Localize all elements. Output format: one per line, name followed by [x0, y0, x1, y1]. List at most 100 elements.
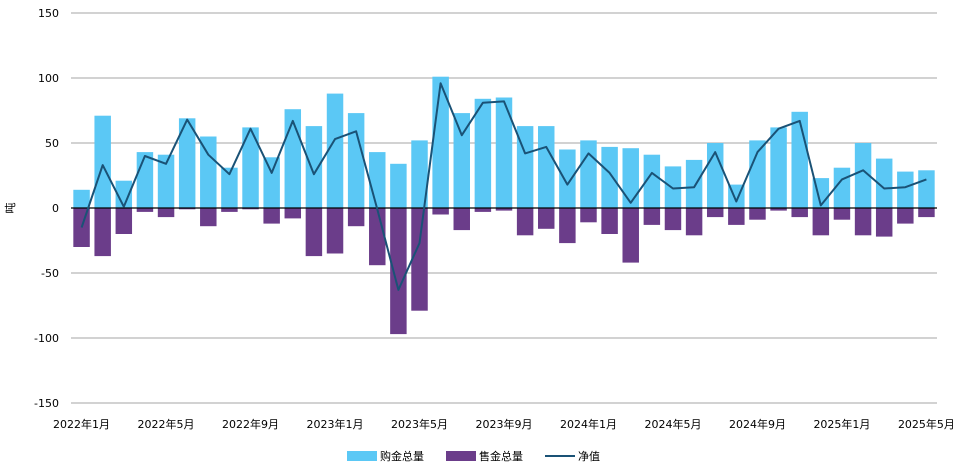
sell-bar — [812, 208, 830, 236]
sell-bar — [918, 208, 935, 218]
sell-bar — [538, 208, 555, 229]
buy-bar — [200, 136, 217, 208]
y-tick-label: 0 — [52, 202, 59, 215]
sell-bar — [94, 208, 111, 257]
sell-bar — [73, 208, 90, 247]
sell-bar — [495, 208, 513, 211]
buy-bar — [453, 113, 470, 208]
legend-label: 售金总量 — [479, 449, 523, 463]
buy-bar — [516, 126, 534, 208]
y-axis-label: 吨 — [4, 203, 17, 214]
sell-bar — [875, 208, 893, 237]
sell-bar — [770, 208, 787, 211]
legend-swatch — [347, 451, 377, 461]
buy-bar — [390, 163, 407, 208]
x-tick-label: 2022年5月 — [138, 417, 195, 431]
sell-bar — [453, 208, 470, 231]
legend-swatch — [446, 451, 476, 461]
legend: 购金总量 售金总量 净值 — [347, 449, 600, 463]
buy-bar — [474, 98, 492, 208]
legend-label: 净值 — [578, 449, 600, 463]
buy-bar — [875, 158, 893, 208]
x-tick-label: 2024年1月 — [560, 417, 617, 431]
buy-bar — [157, 154, 175, 208]
sell-bar — [580, 208, 597, 223]
x-tick-label: 2023年1月 — [307, 417, 364, 431]
y-tick-label: 50 — [45, 137, 59, 150]
buy-bar — [559, 149, 576, 208]
sell-bar — [516, 208, 534, 236]
sell-bar — [369, 208, 386, 266]
buy-bar — [242, 127, 259, 208]
buy-bar — [221, 167, 238, 208]
sell-bar — [390, 208, 407, 335]
sell-bar — [474, 208, 492, 212]
sell-bar — [897, 208, 914, 224]
sell-bar — [136, 208, 154, 212]
bar-series-2 — [73, 208, 935, 335]
y-tick-label: -100 — [34, 332, 59, 345]
sell-bar — [664, 208, 682, 231]
buy-bar — [791, 111, 808, 208]
sell-bar — [305, 208, 323, 257]
sell-bar — [411, 208, 428, 311]
sell-bar — [601, 208, 618, 234]
sell-bar — [157, 208, 175, 218]
x-tick-label: 2023年5月 — [391, 417, 448, 431]
y-tick-label: 100 — [38, 72, 59, 85]
x-tick-label: 2022年1月 — [53, 417, 110, 431]
sell-bar — [833, 208, 851, 220]
sell-bar — [622, 208, 639, 263]
buy-bar — [347, 113, 365, 208]
buy-bar — [538, 126, 555, 208]
sell-bar — [559, 208, 576, 244]
x-tick-label: 2024年5月 — [644, 417, 701, 431]
buy-bar — [284, 109, 302, 208]
buy-bar — [305, 126, 323, 208]
x-tick-label: 2025年1月 — [813, 417, 870, 431]
sell-bar — [854, 208, 872, 236]
y-tick-label: -150 — [34, 397, 59, 410]
buy-bar — [115, 180, 133, 208]
sell-bar — [706, 208, 724, 218]
buy-bar — [664, 166, 682, 208]
buy-bar — [369, 152, 386, 208]
sell-bar — [432, 208, 449, 215]
buy-bar — [601, 146, 618, 208]
sell-bar — [115, 208, 133, 234]
legend-label: 购金总量 — [380, 449, 424, 463]
net-value-line — [80, 82, 927, 291]
buy-bar — [263, 157, 280, 208]
buy-bar — [854, 143, 872, 208]
buy-bar — [622, 148, 639, 208]
x-tick-label: 2025年5月 — [898, 417, 955, 431]
sell-bar — [749, 208, 766, 220]
buy-bar — [770, 127, 787, 208]
x-tick-label: 2022年9月 — [222, 417, 279, 431]
buy-bar — [73, 189, 90, 208]
sell-bar — [791, 208, 808, 218]
buy-bar — [326, 93, 344, 208]
sell-bar — [643, 208, 661, 225]
buy-bar — [178, 118, 196, 208]
x-tick-label: 2023年9月 — [476, 417, 533, 431]
buy-bar — [580, 140, 597, 208]
buy-bar — [94, 115, 111, 208]
buy-bar — [918, 170, 935, 208]
x-tick-labels: 2022年1月 2022年5月 2022年9月 2023年1月 2023年5月 2023年… — [53, 417, 955, 431]
y-tick-label: -50 — [41, 267, 59, 280]
buy-bar — [136, 152, 154, 208]
buy-bar — [897, 171, 914, 208]
y-tick-label: 150 — [38, 7, 59, 20]
sell-bar — [326, 208, 344, 254]
sell-bar — [685, 208, 703, 236]
x-tick-label: 2024年9月 — [729, 417, 786, 431]
buy-bar — [685, 159, 703, 208]
buy-bar — [411, 140, 428, 208]
sell-bar — [284, 208, 302, 219]
buy-bar — [749, 140, 766, 208]
buy-bar — [495, 97, 513, 208]
sell-bar — [221, 208, 238, 212]
